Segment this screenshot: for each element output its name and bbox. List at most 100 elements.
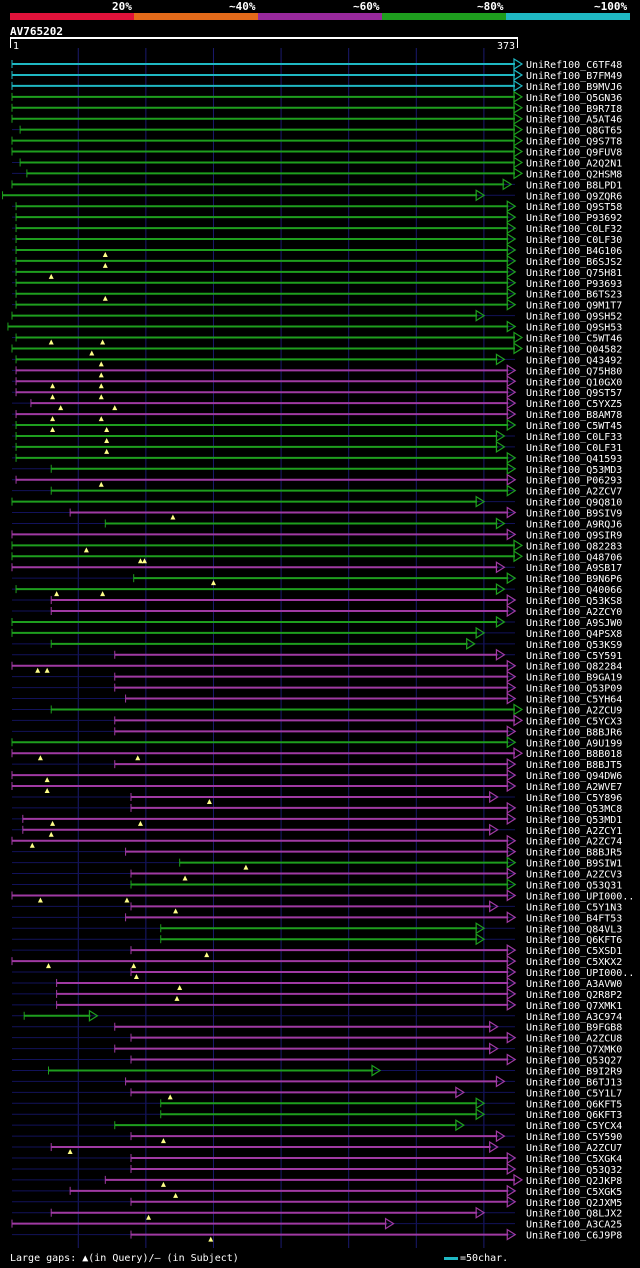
hit-end-arrow — [513, 145, 524, 158]
hit-end-arrow — [506, 418, 517, 432]
legend-label-100: ~100% — [594, 0, 628, 13]
hit-label: UniRef100_C5Y1N3 — [526, 902, 622, 913]
hit-end-arrow — [506, 528, 517, 541]
hit-label: UniRef100_C0LF30 — [526, 235, 622, 246]
query-gap-marker — [112, 405, 118, 411]
query-gap-marker — [58, 405, 64, 411]
hit-label: UniRef100_Q9SIR9 — [526, 530, 622, 541]
hit-label: UniRef100_A2ZCU8 — [526, 1034, 622, 1045]
hit-label: UniRef100_Q2JXM5 — [526, 1198, 622, 1209]
hit-end-arrow — [489, 823, 499, 836]
hit-label: UniRef100_B6TS23 — [526, 290, 622, 301]
legend-label-60: ~60% — [353, 0, 380, 13]
hit-label: UniRef100_C5WT45 — [526, 421, 622, 432]
query-gap-marker — [44, 667, 50, 673]
query-gap-marker — [29, 842, 35, 848]
hit-label: UniRef100_C5XSD1 — [526, 946, 622, 957]
hit-label: UniRef100_Q53KS8 — [526, 596, 622, 607]
hit-label: UniRef100_A2ZC74 — [526, 837, 622, 848]
hit-label: UniRef100_C0LF31 — [526, 443, 622, 454]
hit-label: UniRef100_A2ZCY1 — [526, 826, 622, 837]
scale-start-label: 1 — [13, 41, 20, 52]
hit-end-arrow — [506, 1195, 517, 1208]
scale-tick-start — [10, 39, 11, 48]
query-gap-marker — [142, 558, 148, 564]
hit-end-arrow — [506, 812, 517, 825]
hit-end-arrow — [506, 243, 517, 257]
hit-end-arrow — [495, 615, 506, 629]
query-gap-marker — [50, 427, 56, 433]
query-gap-marker — [243, 864, 249, 870]
hit-end-arrow — [489, 1042, 499, 1055]
hit-label: UniRef100_Q75H80 — [526, 366, 622, 377]
hit-end-arrow — [513, 90, 524, 103]
query-gap-marker — [37, 755, 43, 761]
hit-end-arrow — [371, 1064, 382, 1077]
hit-end-arrow — [506, 1053, 517, 1066]
query-gap-marker — [167, 1094, 173, 1100]
hit-end-arrow — [475, 1108, 486, 1121]
hit-end-arrow — [506, 758, 517, 771]
hit-end-arrow — [506, 572, 517, 585]
query-gap-marker — [83, 547, 89, 553]
hit-end-arrow — [506, 1151, 517, 1165]
query-gap-marker — [160, 1138, 166, 1144]
hit-end-arrow — [506, 276, 517, 289]
legend-bar-40 — [134, 13, 258, 20]
query-gap-marker — [98, 416, 104, 422]
hit-end-arrow — [513, 101, 524, 114]
hit-label: UniRef100_Q40066 — [526, 585, 622, 596]
hit-label: UniRef100_C5YH64 — [526, 695, 622, 706]
query-gap-marker — [100, 339, 106, 345]
hit-end-arrow — [513, 68, 524, 82]
hit-end-arrow — [489, 1140, 499, 1154]
query-gap-marker — [104, 427, 110, 433]
hit-label: UniRef100_C6J9P8 — [526, 1231, 622, 1242]
query-gap-marker — [89, 350, 95, 356]
hit-end-arrow — [513, 79, 524, 92]
hit-label: UniRef100_Q6KFT6 — [526, 935, 622, 946]
hit-end-arrow — [506, 681, 517, 694]
hit-label: UniRef100_A2ZCU9 — [526, 705, 622, 716]
hit-end-arrow — [506, 473, 517, 486]
hit-end-arrow — [475, 309, 486, 322]
hit-end-arrow — [384, 1217, 395, 1230]
hit-label: UniRef100_Q7XMK1 — [526, 1001, 622, 1012]
hit-end-arrow — [506, 834, 517, 847]
query-gap-marker — [177, 984, 183, 990]
hit-end-arrow — [506, 944, 517, 957]
hit-label: UniRef100_A2ZCV7 — [526, 487, 622, 498]
query-gap-marker — [204, 952, 210, 958]
query-gap-marker — [102, 251, 108, 257]
hit-label: UniRef100_Q53MD1 — [526, 815, 622, 826]
hit-label: UniRef100_C5Y590 — [526, 1132, 622, 1143]
query-gap-marker — [50, 394, 56, 400]
hit-end-arrow — [513, 156, 524, 169]
scale-end-label: 373 — [497, 41, 516, 52]
hit-label: UniRef100_A2ZCY0 — [526, 607, 622, 618]
hit-label: UniRef100_C5XKX2 — [526, 957, 622, 968]
hit-end-arrow — [506, 736, 517, 749]
query-gap-marker — [104, 448, 110, 454]
hit-end-arrow — [495, 517, 506, 530]
hit-end-arrow — [506, 801, 517, 815]
hit-end-arrow — [513, 539, 524, 552]
hit-label: UniRef100_Q82283 — [526, 541, 622, 552]
hit-end-arrow — [506, 222, 517, 235]
hit-label: UniRef100_B8BJR5 — [526, 848, 622, 859]
hit-label: UniRef100_A9SJW0 — [526, 618, 622, 629]
query-gap-marker — [50, 820, 56, 826]
hit-label: UniRef100_Q9Q810 — [526, 498, 622, 509]
legend-label-40: ~40% — [229, 0, 256, 13]
hit-label: UniRef100_Q8LJX2 — [526, 1209, 622, 1220]
hit-label: UniRef100_P06293 — [526, 476, 622, 487]
query-gap-marker — [44, 788, 50, 794]
hit-label: UniRef100_Q82284 — [526, 662, 622, 673]
query-gap-marker — [102, 262, 108, 268]
legend-bar-60 — [258, 13, 382, 20]
hit-label: UniRef100_A2Q2N1 — [526, 158, 622, 169]
color-legend: 20% ~40% ~60% ~80% ~100% — [10, 0, 630, 22]
query-gap-marker — [98, 361, 104, 367]
hit-label: UniRef100_UPI000.. — [526, 891, 634, 902]
hit-end-arrow — [506, 867, 517, 880]
